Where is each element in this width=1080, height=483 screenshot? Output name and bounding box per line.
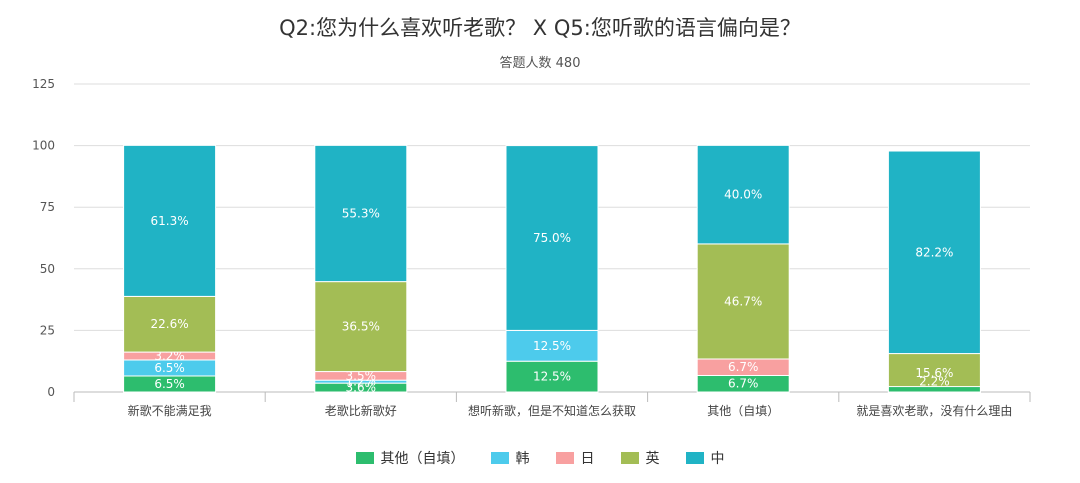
bar-segment [887, 386, 981, 393]
bar-segment [696, 243, 790, 360]
data-label: 75.0% [533, 231, 571, 245]
legend-item[interactable]: 日 [555, 448, 595, 468]
legend-item[interactable]: 英 [620, 448, 660, 468]
data-label: 6.7% [728, 377, 759, 391]
bar-segment [314, 281, 408, 373]
legend-item[interactable]: 韩 [490, 448, 530, 468]
chart-title: Q2:您为什么喜欢听老歌？ X Q5:您听歌的语言偏向是？ [279, 16, 801, 40]
data-label: 36.5% [342, 320, 380, 334]
legend-label: 韩 [515, 451, 530, 467]
chart-subtitle: 答题人数 480 [499, 56, 581, 71]
data-label: 46.7% [724, 294, 762, 308]
data-label: 6.5% [154, 361, 185, 375]
data-label: 55.3% [342, 206, 380, 220]
data-label: 12.5% [533, 339, 571, 353]
y-tick-label: 50 [40, 262, 55, 276]
data-label: 3.6% [346, 381, 377, 395]
x-tick-label: 就是喜欢老歌，没有什么理由 [856, 403, 1012, 418]
x-tick-label: 想听新歌，但是不知道怎么获取 [468, 403, 636, 418]
data-label: 40.0% [724, 188, 762, 202]
data-label: 22.6% [151, 317, 189, 331]
bar-segment [505, 145, 599, 331]
chart-legend: 其他（自填） 韩 日 英 中 [0, 448, 1080, 468]
legend-item[interactable]: 中 [685, 448, 725, 468]
legend-swatch [490, 452, 509, 464]
bar-segment [696, 144, 790, 245]
legend-swatch [620, 452, 639, 464]
legend-swatch [355, 452, 374, 464]
y-tick-label: 25 [40, 323, 55, 337]
legend-swatch [685, 452, 704, 464]
legend-label: 其他（自填） [380, 451, 465, 467]
legend-swatch [555, 452, 574, 464]
y-tick-label: 125 [32, 77, 55, 91]
bar-segment [505, 360, 599, 393]
data-label: 61.3% [151, 214, 189, 228]
bar-segment [123, 144, 217, 297]
bar-segment [314, 144, 408, 283]
data-label: 6.5% [154, 377, 185, 391]
bar-segment [123, 295, 217, 353]
data-label: 6.7% [728, 360, 759, 374]
bar-segment [505, 329, 599, 362]
legend-label: 英 [645, 451, 660, 467]
x-tick-label: 新歌不能满足我 [128, 403, 212, 418]
legend-item[interactable]: 其他（自填） [355, 448, 465, 468]
legend-label: 中 [710, 451, 725, 467]
legend-label: 日 [580, 451, 595, 467]
data-label: 15.6% [915, 366, 953, 380]
x-tick-label: 老歌比新歌好 [325, 403, 397, 418]
data-label: 2.2% [919, 375, 950, 389]
bar-segment [887, 150, 981, 355]
y-tick-label: 75 [40, 200, 55, 214]
bar-segment [887, 353, 981, 393]
data-label: 12.5% [533, 370, 571, 384]
x-tick-label: 其他（自填） [707, 404, 779, 418]
y-tick-label: 100 [32, 139, 55, 153]
data-label: 3.5% [346, 369, 377, 383]
y-tick-label: 0 [47, 385, 55, 399]
data-label: 82.2% [915, 245, 953, 259]
stacked-bar-chart: 0 25 50 75 100 125 新歌不能满足我 老歌比新歌好 想听新歌，但是不知道怎么获取… [32, 77, 1031, 418]
